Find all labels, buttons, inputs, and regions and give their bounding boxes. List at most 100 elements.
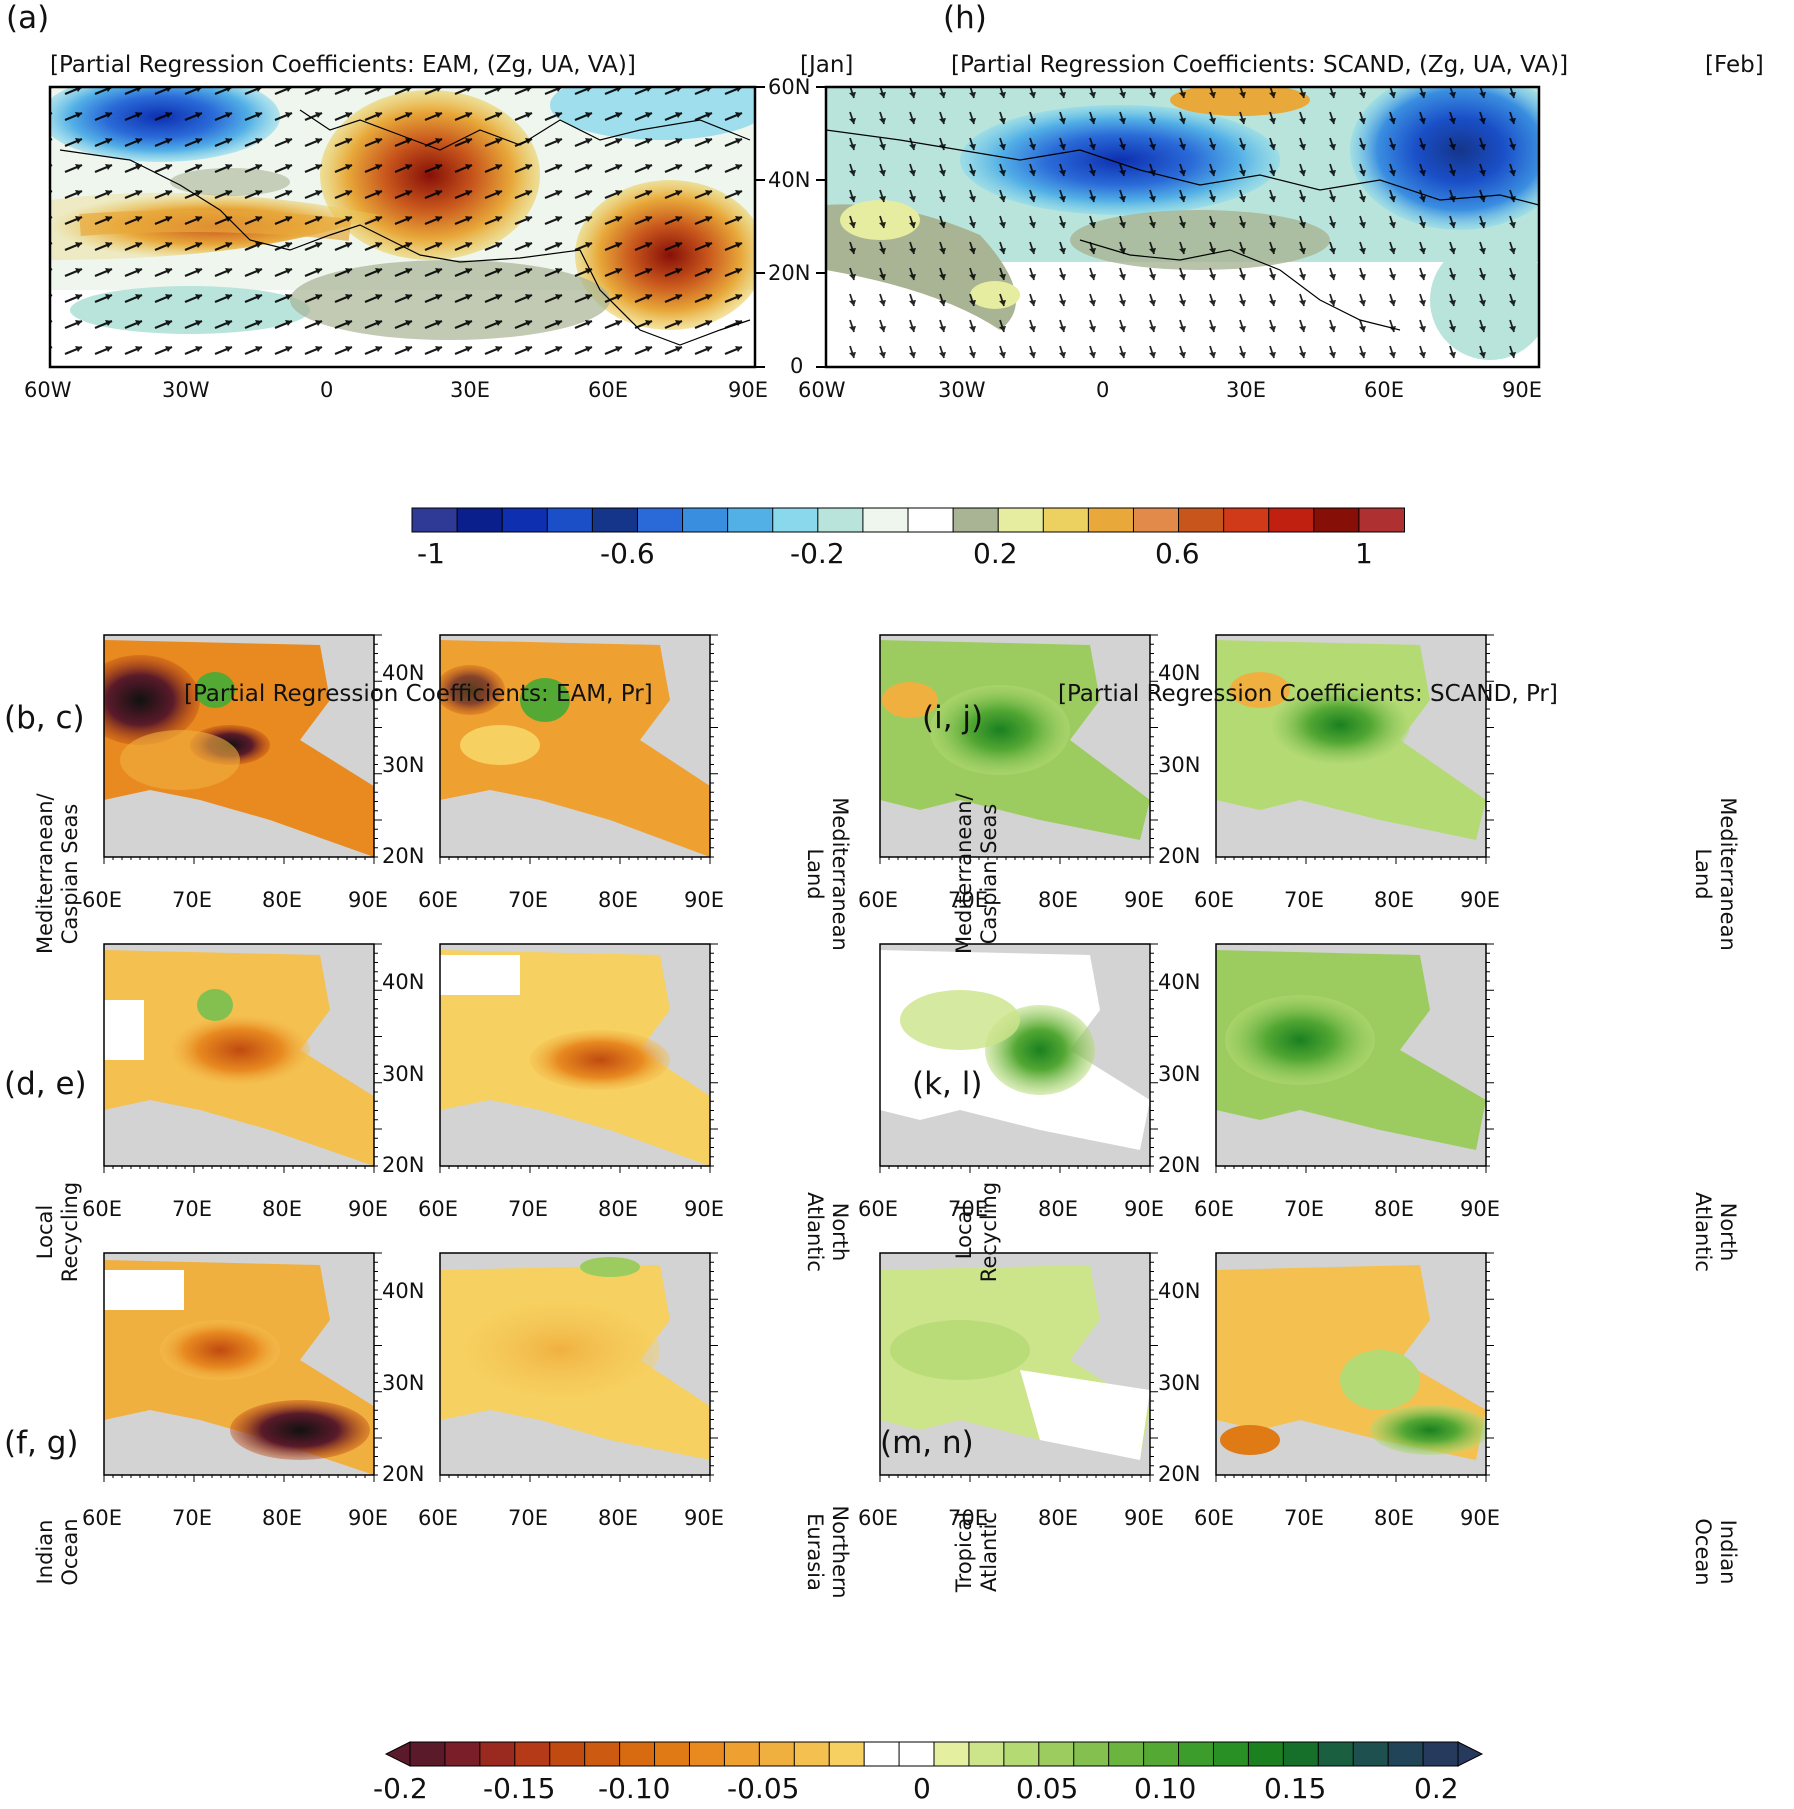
cb1-swatch	[682, 507, 729, 533]
small-lat-tick: 20N	[1158, 844, 1201, 868]
panel-h-title: [Partial Regression Coefficients: SCAND,…	[951, 52, 1569, 78]
cb1-tick-2: -0.2	[790, 537, 845, 570]
small-lon-tick: 80E	[262, 1197, 302, 1221]
cb2-tick-1: -0.15	[483, 1772, 556, 1805]
small-lon-tick: 80E	[262, 888, 302, 912]
cb1-swatch	[501, 507, 549, 533]
cb2-swatch	[1178, 1741, 1215, 1767]
cb1-swatch	[546, 507, 594, 533]
small-lat-tick: 30N	[382, 753, 425, 777]
cb1-swatch	[411, 507, 459, 533]
cb1-swatch	[1132, 507, 1180, 533]
cb2-swatch	[444, 1741, 481, 1767]
cb1-swatch	[456, 507, 504, 533]
panel-e-map	[440, 944, 710, 1166]
panel-f-map	[104, 1253, 374, 1475]
cb2-swatch	[828, 1741, 866, 1767]
small-lon-tick: 70E	[172, 1197, 212, 1221]
small-lat-tick: 30N	[1158, 753, 1201, 777]
cb2-swatch	[1108, 1741, 1145, 1767]
row-label-mn: (m, n)	[880, 1425, 974, 1461]
cb2-swatch	[758, 1741, 796, 1767]
cb2-tick-3: -0.05	[727, 1772, 800, 1805]
eam-pr-title: [Partial Regression Coefficients: EAM, P…	[184, 681, 653, 707]
side-label-k: Local Recycling	[952, 1152, 1002, 1312]
cb2-swatch	[1352, 1741, 1390, 1767]
cb1-swatch	[636, 507, 684, 533]
cb1-swatch	[1313, 507, 1360, 533]
cb2-min-arrow	[384, 1741, 411, 1767]
cb1-tick-1: -0.6	[600, 537, 655, 570]
side-label-c-line2: Land	[803, 848, 827, 900]
cb2-swatch	[968, 1741, 1005, 1767]
small-lat-tick: 30N	[382, 1371, 425, 1395]
small-lat-tick: 40N	[1158, 970, 1201, 994]
small-lat-tick: 30N	[1158, 1371, 1201, 1395]
a-lon-tick-5: 90E	[728, 378, 768, 402]
cb1-swatch	[591, 507, 639, 533]
panel-k-map	[880, 944, 1150, 1166]
side-label-b-line2: Caspian Seas	[58, 803, 82, 945]
small-lon-tick: 60E	[858, 1197, 898, 1221]
side-label-n: Indian Ocean	[1690, 1472, 1740, 1632]
panel-i-map	[880, 635, 1150, 857]
small-lon-tick: 80E	[262, 1506, 302, 1530]
top-lat-tick-0: 60N	[768, 75, 811, 99]
h-lon-tick-0: 60W	[798, 378, 846, 402]
small-lon-tick: 70E	[508, 888, 548, 912]
small-lon-tick: 80E	[1374, 1197, 1414, 1221]
small-lat-tick: 40N	[382, 661, 425, 685]
cb1-swatch	[1268, 507, 1315, 533]
small-lon-tick: 60E	[418, 1506, 458, 1530]
panel-a-month: [Jan]	[800, 52, 854, 78]
cb2-swatch	[898, 1741, 935, 1767]
panel-label-a: (a)	[6, 0, 50, 36]
small-lon-tick: 90E	[348, 1197, 388, 1221]
small-lat-tick: 40N	[382, 970, 425, 994]
panel-a-frame	[48, 85, 757, 369]
small-lon-tick: 70E	[948, 1506, 988, 1530]
small-lon-tick: 70E	[1284, 1197, 1324, 1221]
small-lon-tick: 90E	[1460, 888, 1500, 912]
small-lon-tick: 60E	[1194, 1197, 1234, 1221]
h-lon-tick-1: 30W	[938, 378, 986, 402]
cb1-tick-5: 1	[1355, 537, 1373, 570]
small-lon-tick: 60E	[418, 888, 458, 912]
row-label-de: (d, e)	[4, 1066, 87, 1102]
cb2-swatch	[933, 1741, 970, 1767]
panel-l-map	[1216, 944, 1486, 1166]
side-label-j-line1: Mediterranean	[1716, 797, 1740, 951]
side-label-l-line1: North	[1716, 1202, 1740, 1262]
small-lon-tick: 70E	[948, 888, 988, 912]
a-lon-tick-1: 30W	[162, 378, 210, 402]
small-lon-tick: 80E	[598, 1506, 638, 1530]
small-lat-tick: 20N	[1158, 1462, 1201, 1486]
side-label-m: Tropical Atlantic	[952, 1472, 1002, 1632]
small-lon-tick: 60E	[418, 1197, 458, 1221]
small-lon-tick: 90E	[1460, 1197, 1500, 1221]
panel-m-map	[880, 1253, 1150, 1475]
side-label-d: Local Recycling	[33, 1152, 83, 1312]
cb2-swatch	[549, 1741, 586, 1767]
small-lon-tick: 80E	[1374, 888, 1414, 912]
row-label-fg: (f, g)	[4, 1425, 79, 1461]
small-lat-tick: 40N	[382, 1279, 425, 1303]
small-lon-tick: 90E	[348, 1506, 388, 1530]
colorbar-pr	[384, 1741, 1484, 1767]
cb1-swatch	[772, 507, 819, 533]
cb2-swatch	[619, 1741, 656, 1767]
side-label-n-line2: Ocean	[1691, 1518, 1715, 1586]
small-lon-tick: 70E	[508, 1197, 548, 1221]
a-lon-tick-3: 30E	[450, 378, 490, 402]
side-label-l: North Atlantic	[1690, 1152, 1740, 1312]
cb2-tick-6: 0.10	[1134, 1772, 1197, 1805]
side-label-n-line1: Indian	[1716, 1519, 1740, 1585]
small-lat-tick: 20N	[382, 1462, 425, 1486]
side-label-j: Mediterranean Land	[1690, 794, 1740, 954]
cb2-tick-0: -0.2	[373, 1772, 428, 1805]
small-lon-tick: 80E	[1374, 1506, 1414, 1530]
cb1-swatch	[1223, 507, 1270, 533]
small-lon-tick: 90E	[684, 1506, 724, 1530]
cb1-swatch	[1178, 507, 1225, 533]
small-lat-tick: 20N	[1158, 1153, 1201, 1177]
